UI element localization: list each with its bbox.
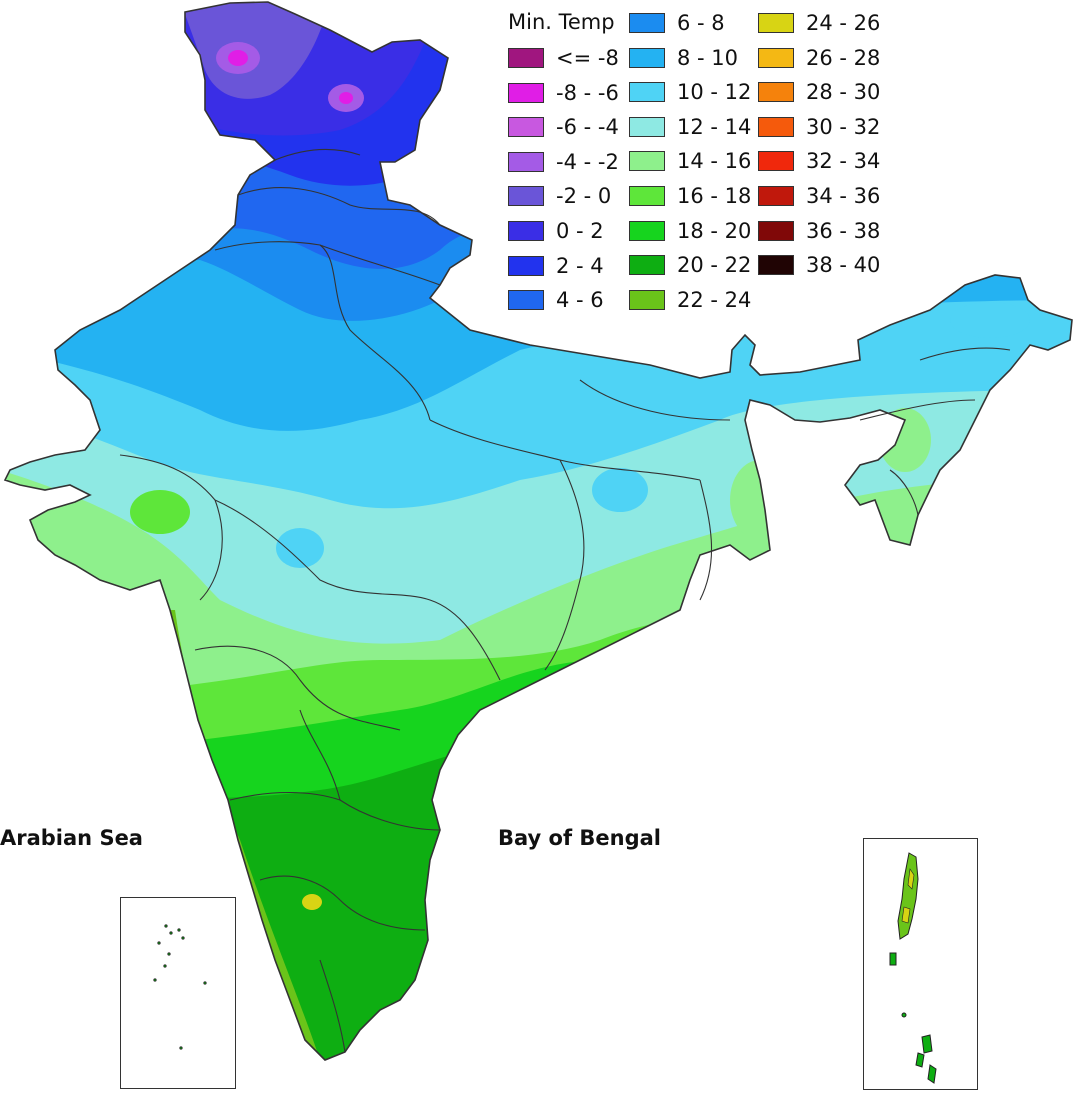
- arabian-sea-label: Arabian Sea: [0, 826, 143, 850]
- legend-swatch: [758, 13, 794, 33]
- legend-title: Min. Temp: [508, 10, 615, 34]
- legend-item: 18 - 20: [629, 218, 751, 244]
- legend-label: 2 - 4: [556, 253, 604, 278]
- legend-label: 8 - 10: [677, 45, 739, 70]
- legend-swatch: [629, 151, 665, 172]
- legend-item: 34 - 36: [758, 183, 880, 209]
- legend-swatch: [629, 220, 665, 241]
- legend-swatch: [629, 289, 665, 310]
- legend-label: 12 - 14: [677, 114, 752, 139]
- legend-item: 16 - 18: [629, 183, 751, 209]
- legend-swatch: [629, 47, 665, 68]
- legend-swatch: [508, 221, 544, 241]
- legend-swatch: [629, 255, 665, 276]
- legend-label: 26 - 28: [806, 45, 881, 70]
- legend-swatch: [758, 82, 794, 103]
- legend-swatch: [758, 186, 794, 206]
- legend-label: 0 - 2: [556, 219, 604, 243]
- legend-swatch: [508, 48, 544, 68]
- legend-item: -2 - 0: [508, 183, 611, 209]
- mp-pocket: [276, 528, 324, 568]
- legend-label: -4 - -2: [556, 149, 619, 174]
- legend-item: 32 - 34: [758, 148, 880, 174]
- legend-item: 20 - 22: [629, 252, 751, 278]
- legend-label: 16 - 18: [677, 184, 752, 208]
- legend-swatch: [758, 116, 794, 137]
- gujarat-pocket: [130, 490, 190, 534]
- legend-swatch: [508, 255, 544, 276]
- ne-green: [879, 408, 931, 472]
- legend-item: -6 - -4: [508, 114, 619, 140]
- legend-label: -2 - 0: [556, 184, 612, 209]
- legend-swatch: [629, 186, 665, 206]
- legend-label: 18 - 20: [677, 218, 752, 243]
- legend-label: -6 - -4: [556, 115, 619, 140]
- andaman-islands: [889, 852, 937, 1084]
- legend-label: 14 - 16: [677, 149, 752, 174]
- legend-item: 24 - 26: [758, 10, 880, 36]
- legend-item: 26 - 28: [758, 45, 880, 71]
- central-pocket: [592, 468, 648, 512]
- cold-spot-d: [339, 92, 353, 104]
- legend-item: 22 - 24: [629, 287, 751, 313]
- legend-label: 28 - 30: [806, 80, 881, 105]
- legend-swatch: [758, 47, 794, 68]
- legend-item: 4 - 6: [508, 287, 604, 313]
- bay-of-bengal-label: Bay of Bengal: [498, 826, 662, 850]
- legend-label: 4 - 6: [556, 288, 604, 313]
- legend-swatch: [629, 13, 665, 33]
- legend-item: 2 - 4: [508, 253, 604, 279]
- legend-item: 6 - 8: [629, 10, 725, 36]
- legend-swatch: [508, 290, 544, 311]
- legend-item: 28 - 30: [758, 79, 880, 105]
- legend-label: 36 - 38: [806, 218, 881, 243]
- legend-label: -8 - -6: [556, 80, 619, 105]
- legend-item: <= -8: [508, 45, 619, 71]
- lakshadweep-islands: [153, 924, 207, 1050]
- andaman-nicobar-inset: [863, 838, 978, 1090]
- legend-swatch: [508, 117, 544, 138]
- legend-item: 8 - 10: [629, 45, 738, 71]
- legend-label: 20 - 22: [677, 253, 752, 278]
- legend-item: 12 - 14: [629, 114, 751, 140]
- legend-label: 34 - 36: [806, 184, 881, 208]
- legend-item: 36 - 38: [758, 218, 880, 244]
- legend-swatch: [758, 220, 794, 241]
- legend-label: 30 - 32: [806, 114, 881, 139]
- legend-item: 14 - 16: [629, 148, 751, 174]
- legend-swatch: [508, 186, 544, 207]
- legend-swatch: [629, 116, 665, 137]
- legend-item: 38 - 40: [758, 252, 880, 278]
- legend-label: 6 - 8: [677, 11, 725, 35]
- legend-label: <= -8: [556, 46, 619, 70]
- legend-swatch: [508, 82, 544, 103]
- legend-item: 0 - 2: [508, 218, 604, 244]
- legend-swatch: [508, 151, 544, 172]
- cold-spot-b: [228, 50, 248, 66]
- legend-label: 10 - 12: [677, 80, 752, 105]
- legend-swatch: [629, 82, 665, 103]
- legend-item: -8 - -6: [508, 80, 619, 106]
- legend-item: -4 - -2: [508, 149, 619, 175]
- legend-item: 10 - 12: [629, 79, 751, 105]
- lakshadweep-inset: [120, 897, 236, 1089]
- legend-label: 32 - 34: [806, 149, 881, 174]
- state-boundaries: [119, 149, 1011, 1053]
- legend-label: 24 - 26: [806, 11, 881, 35]
- bengal-green: [730, 460, 790, 540]
- warm-spot: [302, 894, 322, 910]
- legend-label: 38 - 40: [806, 253, 881, 278]
- legend-label: 22 - 24: [677, 287, 752, 312]
- legend-swatch: [758, 255, 794, 276]
- legend-item: 30 - 32: [758, 114, 880, 140]
- ne-pocket: [950, 302, 1030, 338]
- legend-swatch: [758, 151, 794, 172]
